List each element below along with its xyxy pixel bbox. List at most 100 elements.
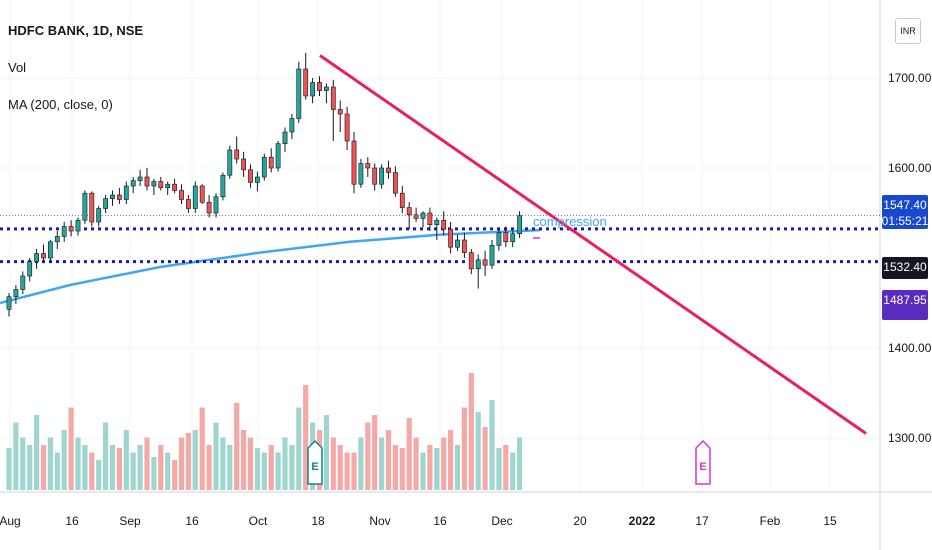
candle-body [206, 201, 212, 214]
candle-body [296, 68, 302, 119]
candle-body [496, 232, 502, 246]
volume-bar [151, 457, 157, 490]
candle-body [510, 233, 516, 243]
volume-bar [261, 452, 267, 490]
candle-body [303, 68, 309, 97]
candle-body [192, 185, 198, 209]
volume-bar [454, 445, 461, 490]
volume-bar [220, 437, 226, 490]
volume-bars [6, 373, 523, 490]
volume-bar [68, 407, 74, 490]
price-tick-label: 1600.00 [888, 161, 932, 175]
price-badge-bg [882, 257, 928, 279]
candle-body [351, 140, 357, 185]
price-tick-label: 1700.00 [888, 71, 932, 85]
candle-body [89, 192, 95, 223]
volume-bar [406, 418, 412, 490]
time-tick-label: Oct [249, 514, 268, 528]
candle-body [158, 181, 164, 189]
candle-body [165, 183, 171, 189]
level-price-badge: 1532.40 [882, 257, 928, 279]
time-tick-label: 16 [185, 514, 199, 528]
candle-body [379, 167, 384, 185]
candle-body [337, 109, 343, 115]
volume-bar [227, 445, 233, 490]
volume-bar [165, 452, 171, 490]
time-tick-label: 2022 [629, 514, 656, 528]
candle-body [130, 180, 136, 187]
volume-bar [330, 437, 336, 490]
volume-bar [116, 448, 122, 490]
candle-body [475, 259, 481, 270]
earnings-event-marker-future[interactable]: E [695, 439, 711, 485]
volume-bar [199, 407, 205, 490]
candle-body [317, 82, 322, 91]
volume-bar [323, 415, 329, 490]
volume-bar [358, 437, 364, 490]
candle-body [213, 196, 219, 214]
volume-bar [372, 415, 378, 490]
candle-body [358, 163, 364, 185]
volume-bar [482, 427, 488, 490]
volume-bar [461, 407, 467, 490]
candle-body [448, 228, 453, 248]
currency-button[interactable]: INR [895, 18, 921, 44]
time-tick-label: 16 [65, 514, 79, 528]
volume-bar [234, 403, 240, 490]
volume-bar [82, 445, 88, 490]
time-tick-label: 20 [573, 514, 587, 528]
candle-body [455, 239, 460, 248]
volume-bar [123, 430, 129, 490]
volume-bar [96, 460, 102, 490]
price-tick-label: 1400.00 [888, 341, 932, 355]
candle-body [144, 176, 150, 187]
volume-bar [137, 445, 143, 490]
time-axis[interactable]: Aug 16 Sep 16 Oct 18 Nov 16 Dec 20 2022 17 Feb 15 [0, 514, 837, 528]
volume-bar [448, 430, 454, 490]
candle-body [268, 156, 274, 169]
candle-body [234, 149, 240, 160]
volume-bar [275, 452, 281, 490]
candle-body [227, 149, 233, 176]
candle-body [103, 198, 108, 209]
candle-body [41, 253, 46, 259]
candle-body [413, 214, 419, 219]
volume-bar [75, 437, 81, 490]
time-tick-label: Feb [760, 514, 781, 528]
candle-body [151, 181, 157, 187]
volume-bar [282, 437, 288, 490]
volume-bar [351, 452, 357, 490]
time-tick-label: Aug [0, 514, 21, 528]
volume-bar [468, 373, 474, 490]
price-badge-bg [882, 195, 928, 229]
candle-body [482, 259, 488, 266]
price-axis[interactable]: 1700.00 1600.00 1400.00 1300.00 [888, 71, 932, 445]
ma-legend[interactable]: MA (200, close, 0) [8, 97, 113, 112]
price-badge-text: 01:55:21 [882, 214, 929, 228]
candle-body [248, 169, 253, 183]
candle-body [61, 226, 67, 237]
volume-bar [158, 445, 164, 490]
candle-body [172, 183, 177, 191]
candle-body [427, 212, 433, 225]
candle-body [261, 156, 267, 178]
trendline[interactable] [319, 54, 867, 435]
symbol-title[interactable]: HDFC BANK, 1D, NSE [8, 23, 144, 38]
candle-body [82, 192, 88, 221]
volume-bar [441, 437, 447, 490]
volume-bar [489, 400, 495, 490]
volume-bar [379, 437, 385, 490]
volume-legend[interactable]: Vol [8, 60, 27, 75]
volume-bar [130, 452, 136, 490]
volume-bar [13, 422, 19, 490]
volume-bar [47, 437, 53, 490]
price-badge-text: 1532.40 [883, 260, 927, 274]
candle-body [179, 190, 184, 200]
earnings-event-marker[interactable]: E [307, 439, 323, 485]
volume-bar [206, 445, 212, 490]
volume-bar [268, 445, 274, 490]
volume-bar [34, 415, 40, 490]
candle-body [323, 86, 329, 91]
